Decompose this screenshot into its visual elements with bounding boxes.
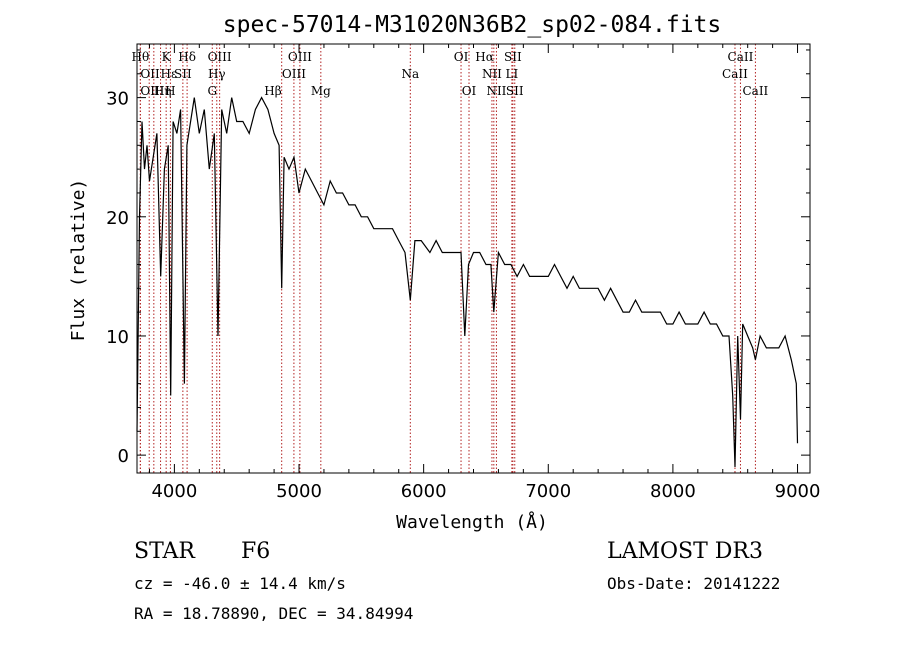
x-tick-label-3: 7000 xyxy=(525,481,571,502)
line-label-18: OI xyxy=(462,84,477,98)
line-label-24: SII xyxy=(506,84,524,98)
line-label-22: LI xyxy=(506,67,519,81)
redshift-cz: cz = -46.0 ± 14.4 km/s xyxy=(134,574,346,593)
line-label-25: CaII xyxy=(728,50,754,64)
line-label-14: OIII xyxy=(282,67,306,81)
line-label-27: CaII xyxy=(742,84,768,98)
line-label-2: OIII xyxy=(140,84,164,98)
line-label-12: Hβ xyxy=(264,84,281,98)
line-label-0: Hθ xyxy=(132,50,150,64)
chart-title: spec-57014-M31020N36B2_sp02-084.fits xyxy=(223,12,722,38)
axis-ticks: 4000 5000 6000 7000 8000 9000 0 10 20 30 xyxy=(106,44,820,502)
line-label-6: Hε xyxy=(161,67,178,81)
line-label-1: OII xyxy=(140,67,160,81)
line-label-8: Hδ xyxy=(178,50,196,64)
line-label-4: K xyxy=(162,50,172,64)
x-tick-label-5: 9000 xyxy=(775,481,821,502)
object-class: STAR xyxy=(134,539,195,564)
plot-frame xyxy=(136,43,811,474)
line-label-16: Na xyxy=(401,67,419,81)
survey-name: LAMOST DR3 xyxy=(607,539,763,564)
line-label-3: Hη xyxy=(154,84,172,98)
y-axis-label: Flux (relative) xyxy=(68,179,89,342)
line-label-5: H xyxy=(165,84,175,98)
y-tick-label-2: 20 xyxy=(106,208,129,229)
line-markers xyxy=(139,44,756,473)
line-label-15: Mg xyxy=(311,84,331,98)
line-label-10: Hγ xyxy=(208,67,226,81)
line-label-9: OIII xyxy=(208,50,232,64)
x-tick-label-2: 6000 xyxy=(401,481,447,502)
spectrum-series-line xyxy=(136,96,799,468)
line-label-21: NII xyxy=(482,67,502,81)
y-tick-label-3: 30 xyxy=(106,89,129,110)
line-label-13: OIII xyxy=(288,50,312,64)
line-label-26: CaII xyxy=(722,67,748,81)
object-subclass: F6 xyxy=(241,539,271,564)
y-tick-label-0: 0 xyxy=(118,446,129,467)
x-axis-label: Wavelength (Å) xyxy=(396,511,548,533)
x-tick-label-1: 5000 xyxy=(276,481,322,502)
y-tick-label-1: 10 xyxy=(106,327,129,348)
coordinates: RA = 18.78890, DEC = 34.84994 xyxy=(134,604,414,623)
line-label-11: G xyxy=(207,84,217,98)
x-tick-label-0: 4000 xyxy=(151,481,197,502)
x-tick-label-4: 8000 xyxy=(650,481,696,502)
line-label-17: OI xyxy=(454,50,469,64)
line-label-19: Hα xyxy=(475,50,494,64)
observation-date: Obs-Date: 20141222 xyxy=(607,574,781,593)
line-label-20: SII xyxy=(504,50,522,64)
line-label-23: NII xyxy=(486,84,506,98)
line-label-7: SII xyxy=(174,67,192,81)
